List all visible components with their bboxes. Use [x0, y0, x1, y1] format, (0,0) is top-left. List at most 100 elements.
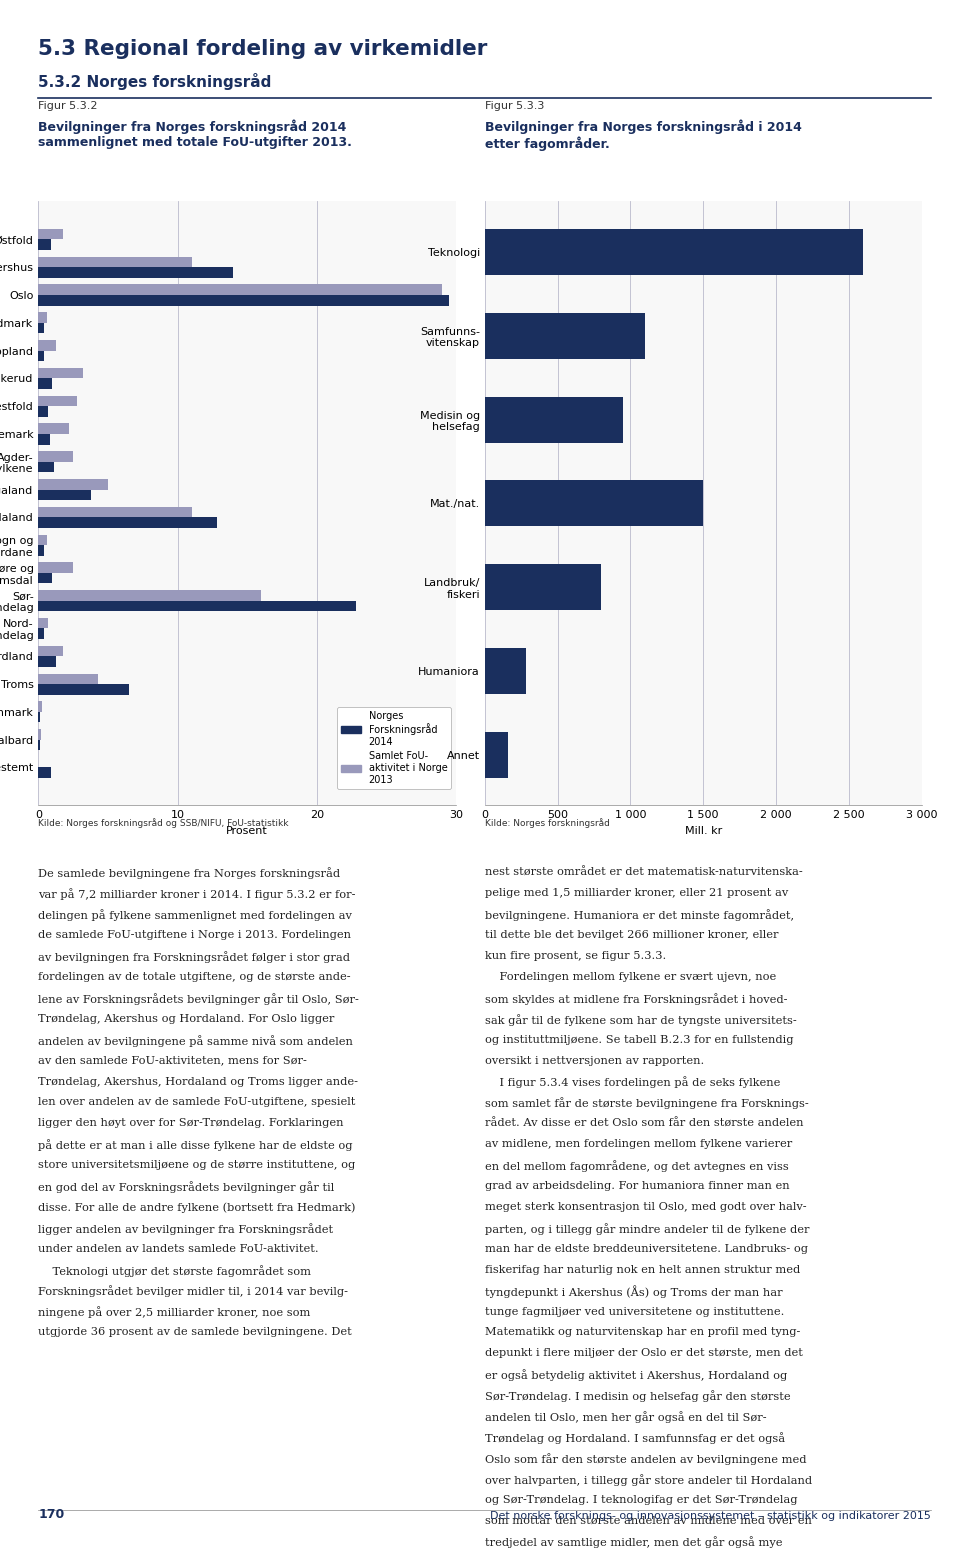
Text: store universitetsmiljøene og de større instituttene, og: store universitetsmiljøene og de større … — [38, 1160, 355, 1169]
Text: under andelen av landets samlede FoU-aktivitet.: under andelen av landets samlede FoU-akt… — [38, 1244, 319, 1253]
Bar — [485, 564, 601, 610]
Bar — [38, 507, 192, 517]
Bar — [38, 479, 108, 489]
Text: Fordelingen mellom fylkene er svært ujevn, noe: Fordelingen mellom fylkene er svært ujev… — [485, 973, 776, 982]
Bar — [38, 434, 50, 445]
Bar — [38, 629, 44, 640]
Text: som skyldes at midlene fra Forskningsrådet i hoved-: som skyldes at midlene fra Forskningsråd… — [485, 993, 787, 1005]
Bar — [38, 285, 442, 294]
Text: tredjedel av samtlige midler, men det går også mye: tredjedel av samtlige midler, men det gå… — [485, 1537, 782, 1549]
Text: Bevilgninger fra Norges forskningsråd 2014
sammenlignet med totale FoU-utgifter : Bevilgninger fra Norges forskningsråd 20… — [38, 119, 352, 149]
Text: kun fire prosent, se figur 5.3.3.: kun fire prosent, se figur 5.3.3. — [485, 951, 666, 960]
Bar — [485, 480, 703, 527]
Text: Sør-Trøndelag. I medisin og helsefag går den største: Sør-Trøndelag. I medisin og helsefag går… — [485, 1391, 790, 1402]
Text: og Sør-Trøndelag. I teknologifag er det Sør-Trøndelag: og Sør-Trøndelag. I teknologifag er det … — [485, 1495, 798, 1504]
Bar — [485, 733, 508, 778]
Text: og instituttmiljøene. Se tabell B.2.3 for en fullstendig: og instituttmiljøene. Se tabell B.2.3 fo… — [485, 1035, 793, 1044]
Text: man har de eldste breddeuniversitetene. Landbruks- og: man har de eldste breddeuniversitetene. … — [485, 1244, 807, 1253]
Text: fiskerifag har naturlig nok en helt annen struktur med: fiskerifag har naturlig nok en helt anne… — [485, 1264, 800, 1275]
Text: Figur 5.3.3: Figur 5.3.3 — [485, 101, 544, 110]
Bar — [38, 257, 192, 266]
Text: len over andelen av de samlede FoU-utgiftene, spesielt: len over andelen av de samlede FoU-utgif… — [38, 1098, 356, 1108]
Bar — [485, 313, 645, 359]
Text: fordelingen av de totale utgiftene, og de største ande-: fordelingen av de totale utgiftene, og d… — [38, 973, 351, 982]
Text: Figur 5.3.2: Figur 5.3.2 — [38, 101, 98, 110]
Bar — [38, 229, 63, 240]
Bar — [38, 266, 233, 277]
Bar — [38, 646, 63, 657]
Text: til dette ble det bevilget 266 millioner kroner, eller: til dette ble det bevilget 266 millioner… — [485, 929, 779, 940]
Text: andelen til Oslo, men her går også en del til Sør-: andelen til Oslo, men her går også en de… — [485, 1411, 766, 1424]
Text: som samlet får de største bevilgningene fra Forsknings-: som samlet får de største bevilgningene … — [485, 1098, 808, 1109]
Text: tunge fagmiljøer ved universitetene og instituttene.: tunge fagmiljøer ved universitetene og i… — [485, 1306, 784, 1317]
Bar — [38, 590, 261, 601]
Text: Det norske forsknings- og innovasjonssystemet – statistikk og indikatorer 2015: Det norske forsknings- og innovasjonssys… — [491, 1512, 931, 1521]
Bar — [38, 702, 42, 713]
Text: bevilgningene. Humaniora er det minste fagområdet,: bevilgningene. Humaniora er det minste f… — [485, 909, 794, 922]
Text: Oslo som får den største andelen av bevilgningene med: Oslo som får den største andelen av bevi… — [485, 1453, 806, 1465]
Bar — [38, 674, 98, 685]
Text: utgjorde 36 prosent av de samlede bevilgningene. Det: utgjorde 36 prosent av de samlede bevilg… — [38, 1327, 352, 1337]
Bar — [38, 730, 41, 740]
Bar — [38, 618, 48, 629]
Bar — [38, 451, 73, 462]
Bar — [38, 367, 83, 378]
Text: ligger den høyt over for Sør-Trøndelag. Forklaringen: ligger den høyt over for Sør-Trøndelag. … — [38, 1118, 344, 1128]
Text: Bevilgninger fra Norges forskningsråd i 2014
etter fagområder.: Bevilgninger fra Norges forskningsråd i … — [485, 119, 802, 150]
Bar — [38, 294, 449, 305]
Text: ligger andelen av bevilgninger fra Forskningsrådet: ligger andelen av bevilgninger fra Forsk… — [38, 1224, 333, 1235]
Bar — [38, 657, 57, 668]
X-axis label: Prosent: Prosent — [227, 826, 268, 836]
Text: grad av arbeidsdeling. For humaniora finner man en: grad av arbeidsdeling. For humaniora fin… — [485, 1180, 789, 1191]
Bar — [38, 685, 129, 694]
Bar — [485, 229, 863, 274]
Text: av den samlede FoU-aktiviteten, mens for Sør-: av den samlede FoU-aktiviteten, mens for… — [38, 1056, 307, 1066]
Bar — [38, 545, 44, 556]
Text: tyngdepunkt i Akershus (Ås) og Troms der man har: tyngdepunkt i Akershus (Ås) og Troms der… — [485, 1286, 782, 1298]
Text: andelen av bevilgningene på samme nivå som andelen: andelen av bevilgningene på samme nivå s… — [38, 1035, 353, 1047]
Bar — [38, 562, 73, 573]
Text: en del mellom fagområdene, og det avtegnes en viss: en del mellom fagområdene, og det avtegn… — [485, 1160, 788, 1173]
Text: Trøndelag, Akershus, Hordaland og Troms ligger ande-: Trøndelag, Akershus, Hordaland og Troms … — [38, 1077, 358, 1086]
Text: oversikt i nettversjonen av rapporten.: oversikt i nettversjonen av rapporten. — [485, 1056, 704, 1066]
Text: en god del av Forskningsrådets bevilgninger går til: en god del av Forskningsrådets bevilgnin… — [38, 1180, 335, 1193]
Bar — [485, 397, 623, 443]
Text: over halvparten, i tillegg går store andeler til Hordaland: over halvparten, i tillegg går store and… — [485, 1475, 812, 1485]
Text: depunkt i flere miljøer der Oslo er det største, men det: depunkt i flere miljøer der Oslo er det … — [485, 1348, 803, 1358]
Text: rådet. Av disse er det Oslo som får den største andelen: rådet. Av disse er det Oslo som får den … — [485, 1118, 804, 1129]
Bar — [38, 423, 69, 434]
Bar — [38, 350, 44, 361]
Text: nest største området er det matematisk-naturvitenska-: nest største området er det matematisk-n… — [485, 867, 803, 878]
Bar — [38, 395, 78, 406]
Text: 5.3.2 Norges forskningsråd: 5.3.2 Norges forskningsråd — [38, 73, 272, 90]
Text: lene av Forskningsrådets bevilgninger går til Oslo, Sør-: lene av Forskningsrådets bevilgninger gå… — [38, 993, 359, 1005]
Bar — [38, 517, 217, 528]
Text: av bevilgningen fra Forskningsrådet følger i stor grad: av bevilgningen fra Forskningsrådet følg… — [38, 951, 350, 963]
Text: Kilde: Norges forskningsråd: Kilde: Norges forskningsråd — [485, 818, 610, 827]
Legend: Norges
Forskningsråd
2014, Samlet FoU-
aktivitet i Norge
2013: Norges Forskningsråd 2014, Samlet FoU- a… — [337, 708, 451, 788]
Bar — [38, 462, 54, 472]
Text: 170: 170 — [38, 1509, 64, 1521]
Text: Trøndelag, Akershus og Hordaland. For Oslo ligger: Trøndelag, Akershus og Hordaland. For Os… — [38, 1013, 335, 1024]
Text: ningene på over 2,5 milliarder kroner, noe som: ningene på over 2,5 milliarder kroner, n… — [38, 1306, 311, 1318]
Bar — [38, 378, 52, 389]
Text: sak går til de fylkene som har de tyngste universitets-: sak går til de fylkene som har de tyngst… — [485, 1013, 797, 1025]
Bar — [38, 339, 57, 350]
Bar — [38, 713, 40, 722]
Text: delingen på fylkene sammenlignet med fordelingen av: delingen på fylkene sammenlignet med for… — [38, 909, 352, 922]
Bar — [38, 740, 40, 750]
Bar — [38, 322, 44, 333]
Bar — [38, 534, 47, 545]
Text: på dette er at man i alle disse fylkene har de eldste og: på dette er at man i alle disse fylkene … — [38, 1140, 353, 1151]
Bar — [485, 647, 525, 694]
X-axis label: Mill. kr: Mill. kr — [684, 826, 722, 836]
Text: er også betydelig aktivitet i Akershus, Hordaland og: er også betydelig aktivitet i Akershus, … — [485, 1369, 787, 1382]
Bar — [38, 240, 51, 249]
Text: de samlede FoU-utgiftene i Norge i 2013. Fordelingen: de samlede FoU-utgiftene i Norge i 2013.… — [38, 929, 351, 940]
Text: Kilde: Norges forskningsråd og SSB/NIFU, FoU-statistikk: Kilde: Norges forskningsråd og SSB/NIFU,… — [38, 818, 289, 827]
Bar — [38, 573, 52, 584]
Text: I figur 5.3.4 vises fordelingen på de seks fylkene: I figur 5.3.4 vises fordelingen på de se… — [485, 1077, 780, 1089]
Text: Forskningsrådet bevilger midler til, i 2014 var bevilg-: Forskningsrådet bevilger midler til, i 2… — [38, 1286, 348, 1298]
Text: Matematikk og naturvitenskap har en profil med tyng-: Matematikk og naturvitenskap har en prof… — [485, 1327, 801, 1337]
Text: De samlede bevilgningene fra Norges forskningsråd: De samlede bevilgningene fra Norges fors… — [38, 867, 341, 880]
